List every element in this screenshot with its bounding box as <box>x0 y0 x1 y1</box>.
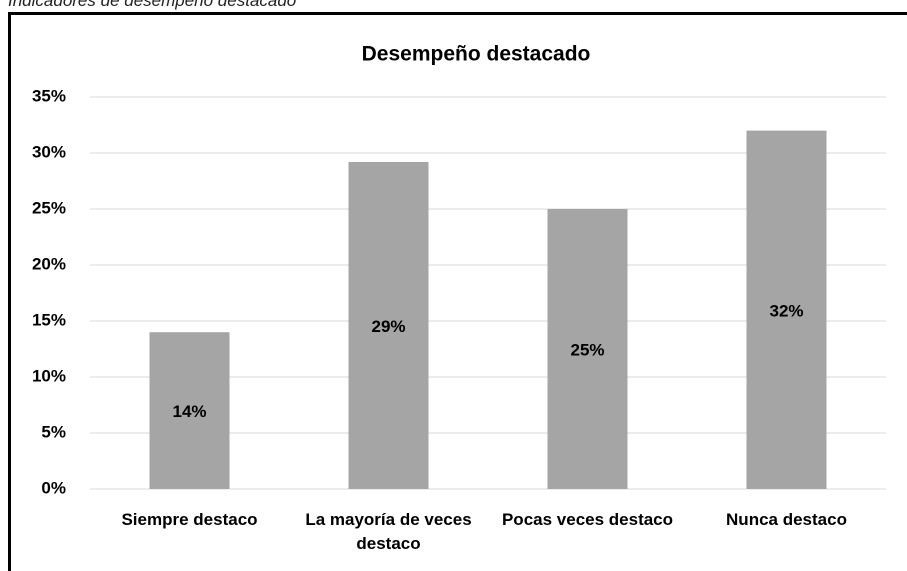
chart-title: Desempeño destacado <box>362 43 591 66</box>
x-tick-label: La mayoría de veces destaco <box>305 510 472 553</box>
y-tick-label: 30% <box>32 142 66 161</box>
data-label: 14% <box>172 402 206 421</box>
y-tick-label: 5% <box>41 422 66 441</box>
x-tick-label: Siempre destaco <box>121 510 258 529</box>
y-tick-label: 35% <box>32 86 66 105</box>
y-tick-label: 10% <box>32 366 66 385</box>
caption: Indicadores de desempeño destacado <box>8 0 297 10</box>
y-tick-label: 0% <box>41 478 66 497</box>
data-label: 29% <box>371 317 405 336</box>
x-tick-label: Nunca destaco <box>726 510 847 529</box>
bar <box>149 332 230 489</box>
y-tick-label: 15% <box>32 310 66 329</box>
y-tick-label: 25% <box>32 198 66 217</box>
data-label: 25% <box>570 340 604 359</box>
data-label: 32% <box>769 301 803 320</box>
y-tick-label: 20% <box>32 254 66 273</box>
bar <box>746 130 827 489</box>
bar <box>547 209 628 489</box>
x-tick-label: Pocas veces destaco <box>501 510 674 529</box>
bar <box>348 161 429 489</box>
chart-frame <box>8 12 907 571</box>
